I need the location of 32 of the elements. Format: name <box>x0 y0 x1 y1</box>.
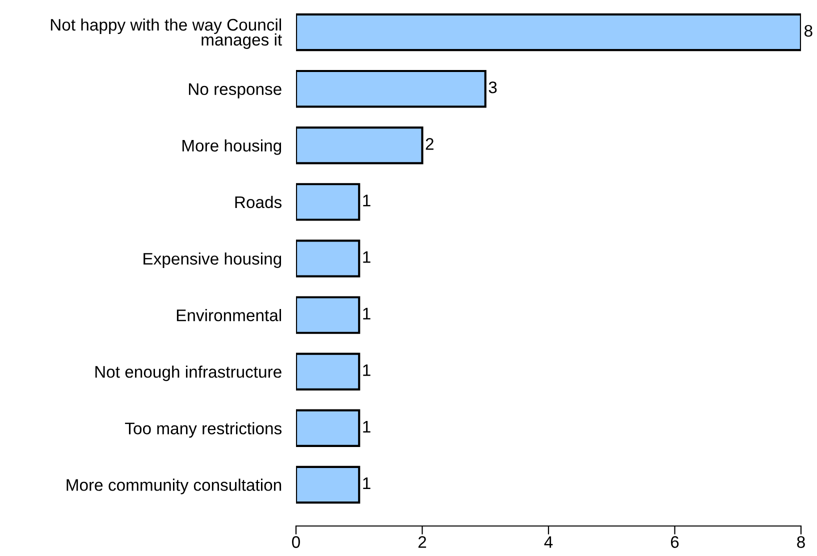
data-label: 1 <box>363 421 370 432</box>
y-tick-label: Not enough infrastructure <box>95 366 282 382</box>
y-tick-label: More housing <box>182 139 282 155</box>
data-label: 1 <box>363 194 370 206</box>
bar <box>296 183 360 221</box>
data-label: 1 <box>363 308 370 320</box>
data-label: 1 <box>363 478 370 490</box>
bar <box>296 240 360 278</box>
bar <box>296 126 424 164</box>
bar <box>296 466 360 504</box>
x-tick-label: 2 <box>418 536 426 548</box>
data-label: 3 <box>488 82 497 94</box>
bar <box>296 409 360 448</box>
bar <box>296 296 360 334</box>
y-tick-label: Roads <box>235 196 282 208</box>
bar <box>296 352 360 390</box>
y-tick-label: Expensive housing <box>144 252 282 268</box>
y-tick-label: No response <box>188 83 282 98</box>
data-label: 8 <box>804 24 812 37</box>
bar <box>296 13 801 52</box>
x-tick-label: 0 <box>292 536 300 548</box>
data-label: 2 <box>426 138 434 150</box>
y-tick-label: Not happy with the way Council manages it <box>50 18 282 49</box>
data-label: 1 <box>363 364 370 376</box>
bar <box>296 70 486 108</box>
data-label: 1 <box>363 251 370 263</box>
y-tick-label: More community consultation <box>66 478 282 494</box>
x-tick-label: 8 <box>797 536 805 548</box>
x-tick-label: 4 <box>544 536 553 548</box>
x-tick-label: 6 <box>670 536 679 548</box>
y-tick-label: Too many restrictions <box>125 422 282 438</box>
y-tick-label: Environmental <box>176 309 282 322</box>
